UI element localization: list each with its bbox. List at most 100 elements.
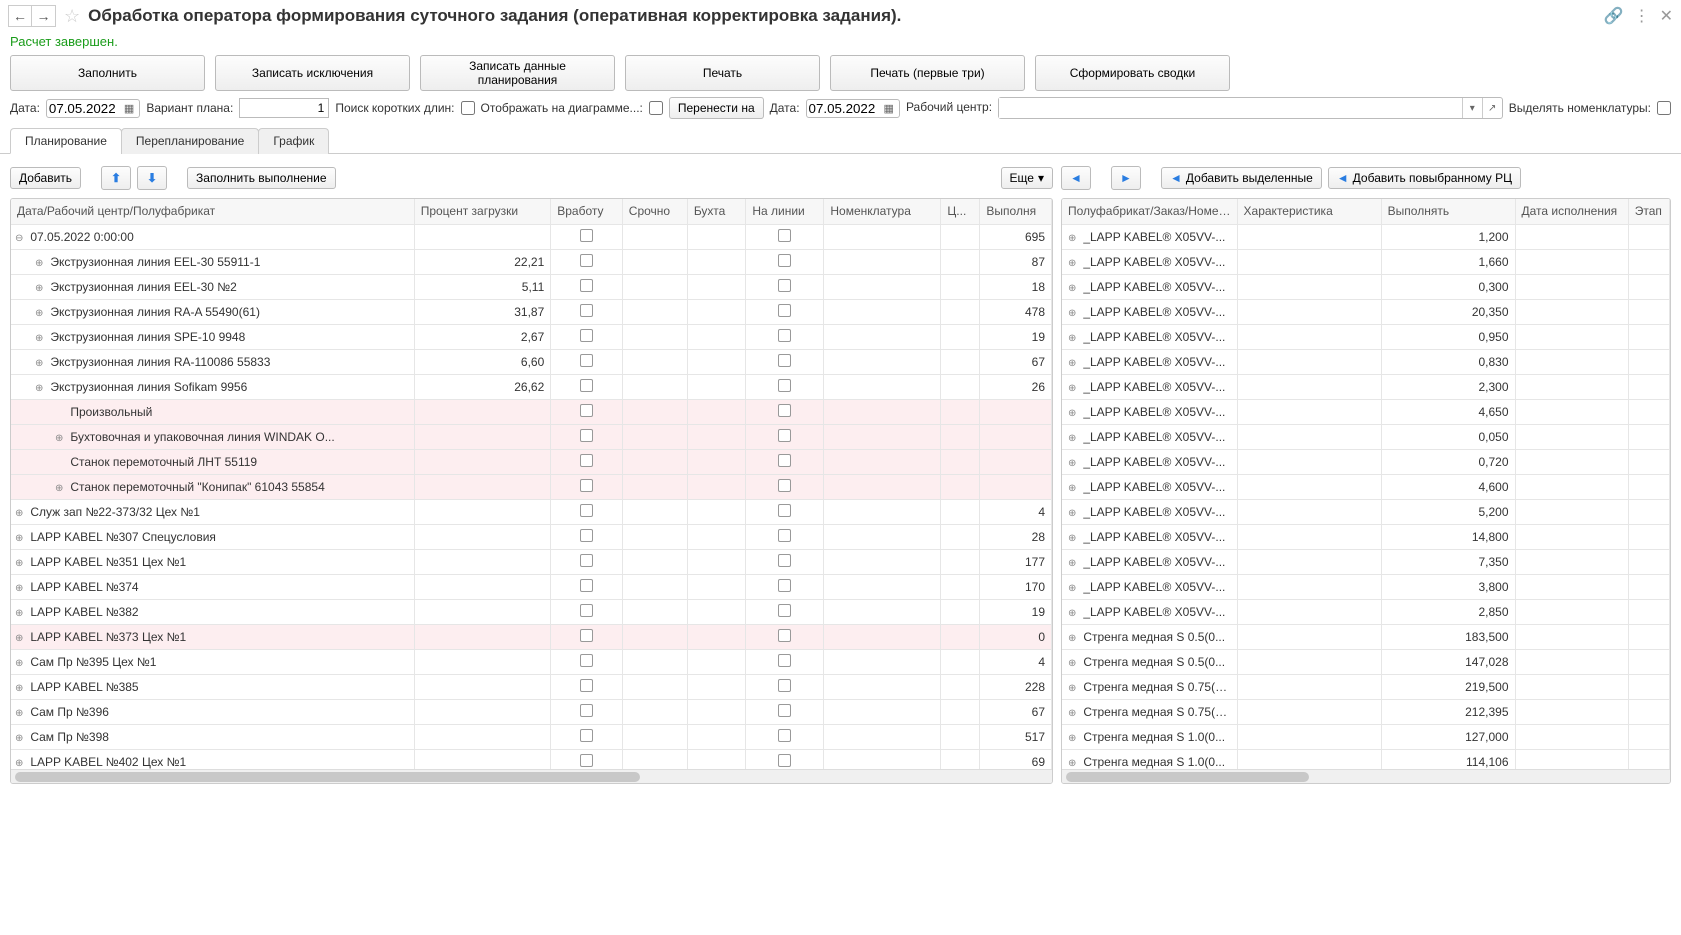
move-right-button[interactable]: ► <box>1111 166 1141 190</box>
online-checkbox[interactable] <box>778 429 791 442</box>
date-input-1[interactable] <box>49 101 121 116</box>
table-row[interactable]: ⊕ Сам Пр №39667 <box>11 699 1052 724</box>
expand-icon[interactable]: ⊕ <box>1068 358 1080 369</box>
inwork-checkbox[interactable] <box>580 654 593 667</box>
inwork-checkbox[interactable] <box>580 754 593 767</box>
table-row[interactable]: ⊕ _LAPP KABEL® X05VV-...0,050 <box>1062 424 1670 449</box>
inwork-checkbox[interactable] <box>580 229 593 242</box>
online-checkbox[interactable] <box>778 229 791 242</box>
workcenter-input[interactable] <box>999 98 1462 118</box>
table-row[interactable]: ⊕ Экструзионная линия SPE-10 99482,6719 <box>11 324 1052 349</box>
table-row[interactable]: Произвольный <box>11 399 1052 424</box>
expand-icon[interactable]: ⊕ <box>1068 633 1080 644</box>
inwork-checkbox[interactable] <box>580 604 593 617</box>
expand-icon[interactable]: ⊕ <box>15 608 27 619</box>
table-row[interactable]: ⊕ Экструзионная линия Sofikam 995626,622… <box>11 374 1052 399</box>
online-checkbox[interactable] <box>778 679 791 692</box>
rcol-stage[interactable]: Этап <box>1628 199 1669 224</box>
expand-icon[interactable]: ⊕ <box>55 433 67 444</box>
online-checkbox[interactable] <box>778 254 791 267</box>
write-plan-data-button[interactable]: Записать данные планирования <box>420 55 615 91</box>
nav-forward-button[interactable]: → <box>32 5 56 27</box>
expand-icon[interactable]: ⊕ <box>15 633 27 644</box>
print-first3-button[interactable]: Печать (первые три) <box>830 55 1025 91</box>
online-checkbox[interactable] <box>778 379 791 392</box>
expand-icon[interactable]: ⊕ <box>1068 383 1080 394</box>
table-row[interactable]: ⊕ _LAPP KABEL® X05VV-...0,300 <box>1062 274 1670 299</box>
table-row[interactable]: ⊕ Стренга медная S 0.75(0...219,500 <box>1062 674 1670 699</box>
expand-icon[interactable]: ⊕ <box>1068 658 1080 669</box>
online-checkbox[interactable] <box>778 504 791 517</box>
table-row[interactable]: ⊕ LAPP KABEL №385228 <box>11 674 1052 699</box>
expand-icon[interactable]: ⊕ <box>1068 583 1080 594</box>
online-checkbox[interactable] <box>778 604 791 617</box>
expand-icon[interactable]: ⊕ <box>1068 508 1080 519</box>
expand-icon[interactable]: ⊕ <box>1068 708 1080 719</box>
expand-icon[interactable]: ⊕ <box>35 258 47 269</box>
move-down-button[interactable]: ⬇ <box>137 166 167 190</box>
inwork-checkbox[interactable] <box>580 504 593 517</box>
table-row[interactable]: ⊕ _LAPP KABEL® X05VV-...0,830 <box>1062 349 1670 374</box>
table-row[interactable]: ⊕ _LAPP KABEL® X05VV-...20,350 <box>1062 299 1670 324</box>
table-row[interactable]: ⊕ Экструзионная линия RA-110086 558336,6… <box>11 349 1052 374</box>
inwork-checkbox[interactable] <box>580 454 593 467</box>
table-row[interactable]: ⊕ Стренга медная S 0.5(0...183,500 <box>1062 624 1670 649</box>
inwork-checkbox[interactable] <box>580 329 593 342</box>
inwork-checkbox[interactable] <box>580 729 593 742</box>
inwork-checkbox[interactable] <box>580 404 593 417</box>
table-row[interactable]: ⊕ _LAPP KABEL® X05VV-...1,200 <box>1062 224 1670 249</box>
generate-summary-button[interactable]: Сформировать сводки <box>1035 55 1230 91</box>
online-checkbox[interactable] <box>778 329 791 342</box>
expand-icon[interactable]: ⊕ <box>35 358 47 369</box>
expand-icon[interactable]: ⊕ <box>35 283 47 294</box>
inwork-checkbox[interactable] <box>580 279 593 292</box>
table-row[interactable]: ⊕ Экструзионная линия RA-A 55490(61)31,8… <box>11 299 1052 324</box>
expand-icon[interactable]: ⊕ <box>15 758 27 769</box>
rcol-exec[interactable]: Выполнять <box>1381 199 1515 224</box>
expand-icon[interactable]: ⊕ <box>1068 283 1080 294</box>
expand-icon[interactable]: ⊕ <box>1068 608 1080 619</box>
table-row[interactable]: ⊕ _LAPP KABEL® X05VV-...2,300 <box>1062 374 1670 399</box>
fill-done-button[interactable]: Заполнить выполнение <box>187 167 335 189</box>
table-row[interactable]: ⊕ _LAPP KABEL® X05VV-...5,200 <box>1062 499 1670 524</box>
expand-icon[interactable]: ⊕ <box>15 583 27 594</box>
workcenter-dropdown-icon[interactable]: ▾ <box>1462 98 1482 118</box>
table-row[interactable]: ⊕ _LAPP KABEL® X05VV-...4,650 <box>1062 399 1670 424</box>
table-row[interactable]: ⊕ _LAPP KABEL® X05VV-...14,800 <box>1062 524 1670 549</box>
online-checkbox[interactable] <box>778 354 791 367</box>
online-checkbox[interactable] <box>778 629 791 642</box>
right-hscroll[interactable] <box>1062 769 1670 783</box>
inwork-checkbox[interactable] <box>580 679 593 692</box>
move-left-button[interactable]: ◄ <box>1061 166 1091 190</box>
expand-icon[interactable]: ⊕ <box>35 333 47 344</box>
table-row[interactable]: ⊕ _LAPP KABEL® X05VV-...4,600 <box>1062 474 1670 499</box>
expand-icon[interactable]: ⊕ <box>1068 333 1080 344</box>
table-row[interactable]: ⊕ LAPP KABEL №351 Цех №1177 <box>11 549 1052 574</box>
expand-icon[interactable]: ⊖ <box>15 233 27 244</box>
tab-planning[interactable]: Планирование <box>10 128 122 154</box>
tab-schedule[interactable]: График <box>258 128 329 154</box>
expand-icon[interactable]: ⊕ <box>15 558 27 569</box>
inwork-checkbox[interactable] <box>580 429 593 442</box>
inwork-checkbox[interactable] <box>580 379 593 392</box>
workcenter-open-icon[interactable]: ↗ <box>1482 98 1502 118</box>
add-selected-button[interactable]: ◄ Добавить выделенные <box>1161 167 1322 189</box>
close-icon[interactable]: ✕ <box>1660 6 1673 26</box>
online-checkbox[interactable] <box>778 554 791 567</box>
table-row[interactable]: ⊕ Экструзионная линия EEL-30 №25,1118 <box>11 274 1052 299</box>
col-urgent[interactable]: Срочно <box>622 199 687 224</box>
calendar-icon[interactable]: ▦ <box>121 102 137 115</box>
link-icon[interactable]: 🔗 <box>1604 6 1624 26</box>
table-row[interactable]: ⊕ Служ зап №22-373/32 Цех №14 <box>11 499 1052 524</box>
table-row[interactable]: ⊕ _LAPP KABEL® X05VV-...3,800 <box>1062 574 1670 599</box>
move-to-button[interactable]: Перенести на <box>669 97 764 119</box>
left-hscroll[interactable] <box>11 769 1052 783</box>
table-row[interactable]: ⊕ Стренга медная S 0.5(0...147,028 <box>1062 649 1670 674</box>
more-button[interactable]: Еще ▾ <box>1001 167 1053 189</box>
col-inwork[interactable]: Вработу <box>551 199 623 224</box>
expand-icon[interactable]: ⊕ <box>1068 258 1080 269</box>
online-checkbox[interactable] <box>778 454 791 467</box>
highlight-checkbox[interactable] <box>1657 101 1671 115</box>
online-checkbox[interactable] <box>778 579 791 592</box>
col-c7[interactable]: Ц... <box>941 199 980 224</box>
